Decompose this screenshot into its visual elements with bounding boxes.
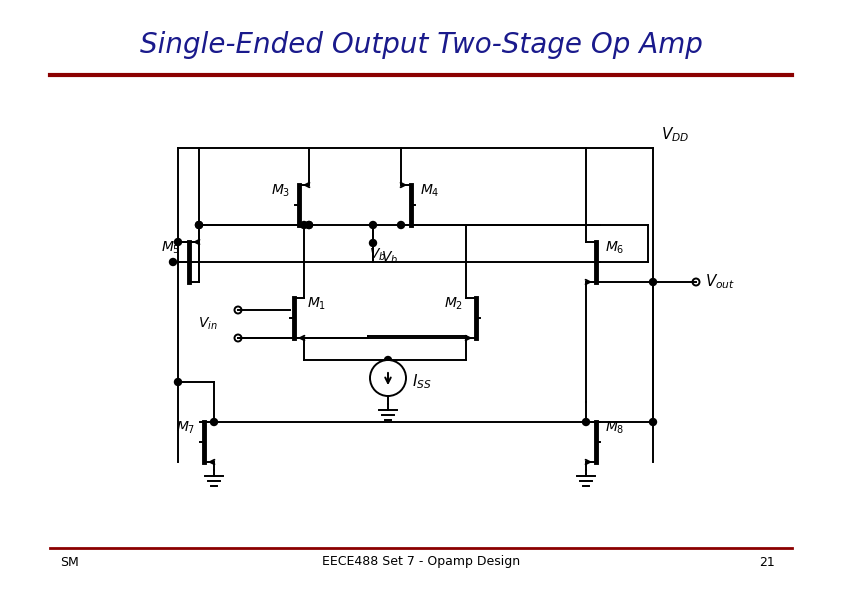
Circle shape <box>195 221 202 228</box>
Circle shape <box>370 240 376 246</box>
Circle shape <box>169 258 177 265</box>
Text: $M_7$: $M_7$ <box>176 419 195 436</box>
Text: $M_6$: $M_6$ <box>605 240 625 256</box>
Circle shape <box>385 356 392 364</box>
Text: $V_b$: $V_b$ <box>370 247 386 264</box>
Circle shape <box>235 306 242 314</box>
Circle shape <box>649 418 657 425</box>
Circle shape <box>174 378 182 386</box>
Text: $V_b$: $V_b$ <box>381 250 398 267</box>
Text: $M_4$: $M_4$ <box>420 183 440 199</box>
Circle shape <box>301 221 307 228</box>
Text: Single-Ended Output Two-Stage Op Amp: Single-Ended Output Two-Stage Op Amp <box>140 31 702 59</box>
Text: $M_2$: $M_2$ <box>444 296 463 312</box>
Text: $M_3$: $M_3$ <box>270 183 290 199</box>
Circle shape <box>370 221 376 228</box>
Circle shape <box>397 221 404 228</box>
Circle shape <box>692 278 700 286</box>
Text: $V_{in}$: $V_{in}$ <box>199 316 218 332</box>
Text: $I_{SS}$: $I_{SS}$ <box>412 372 432 392</box>
Text: $V_{out}$: $V_{out}$ <box>705 273 735 292</box>
Circle shape <box>370 360 406 396</box>
Text: $M_1$: $M_1$ <box>307 296 326 312</box>
Text: $V_{DD}$: $V_{DD}$ <box>661 126 690 144</box>
Circle shape <box>583 418 589 425</box>
Circle shape <box>174 239 182 246</box>
Circle shape <box>649 278 657 286</box>
Circle shape <box>195 221 202 228</box>
Circle shape <box>306 221 312 228</box>
Text: $M_8$: $M_8$ <box>605 419 625 436</box>
Text: 21: 21 <box>759 556 775 568</box>
Circle shape <box>306 221 312 228</box>
Text: $M_5$: $M_5$ <box>161 240 180 256</box>
Text: EECE488 Set 7 - Opamp Design: EECE488 Set 7 - Opamp Design <box>322 556 520 568</box>
Circle shape <box>235 334 242 342</box>
Circle shape <box>210 418 217 425</box>
Text: SM: SM <box>60 556 79 568</box>
